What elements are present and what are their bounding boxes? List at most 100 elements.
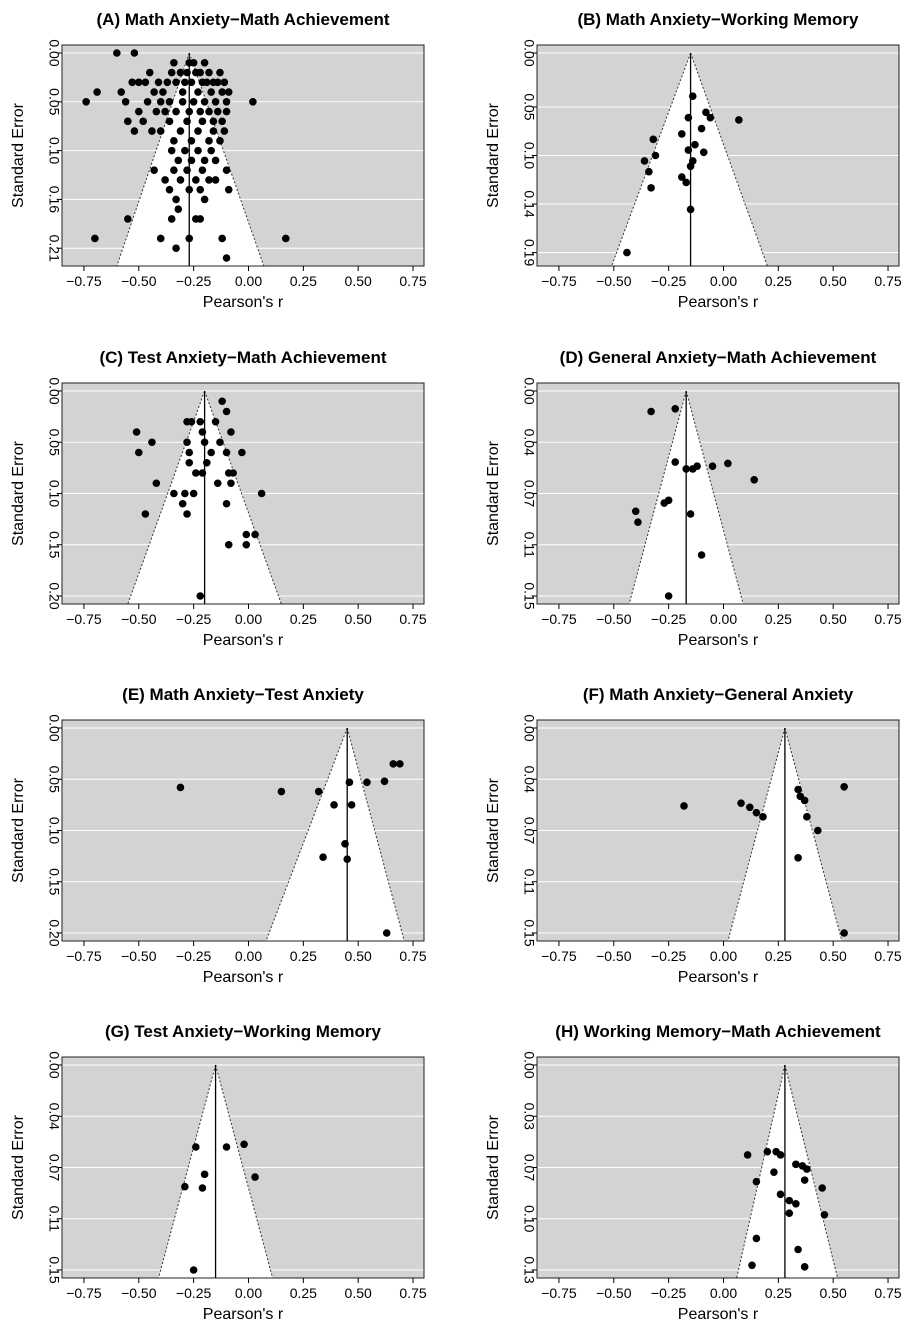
x-tick-label: −0.75: [541, 948, 577, 964]
data-point: [189, 489, 198, 498]
data-point: [240, 1140, 248, 1149]
funnel-edge-right: [784, 1064, 839, 1279]
x-tick-label: −0.50: [121, 611, 157, 627]
data-point: [200, 195, 209, 204]
data-point: [222, 254, 231, 262]
y-tick-label: 0.00: [46, 377, 62, 404]
data-point: [281, 234, 290, 243]
data-point: [181, 78, 189, 87]
x-tick-label: 0.00: [235, 1285, 262, 1301]
x-tick-label: 0.00: [235, 611, 262, 627]
x-tick-label: 0.50: [820, 1285, 847, 1301]
data-point: [170, 58, 178, 67]
x-tick-label: 0.00: [710, 611, 737, 627]
data-point: [686, 510, 695, 518]
data-point: [183, 166, 191, 174]
data-point: [185, 458, 194, 467]
data-point: [170, 489, 178, 498]
y-tick-label: 0.15: [46, 868, 62, 895]
x-axis-label: Pearson's r: [203, 632, 284, 649]
data-point: [341, 840, 349, 848]
funnel-edge-left: [727, 727, 786, 942]
data-point: [706, 113, 715, 122]
data-point: [176, 127, 185, 135]
data-point: [818, 1184, 827, 1192]
data-point: [631, 507, 640, 516]
data-point: [194, 127, 202, 135]
data-point: [684, 146, 693, 154]
funnel-plot-panel: −0.75 −0.50 −0.25 0.00 0.25 0.50 0.75 0.00 0.05 0…: [485, 10, 902, 311]
data-point: [814, 826, 822, 835]
y-axis-label: Standard Error: [485, 102, 502, 208]
x-tick-label: −0.25: [176, 948, 212, 964]
data-point: [205, 137, 213, 145]
funnel-plot-panel: −0.75 −0.50 −0.25 0.00 0.25 0.50 0.75 0.00 0.04 0…: [10, 1022, 427, 1321]
x-tick-label: −0.50: [596, 611, 632, 627]
data-point: [156, 234, 165, 243]
data-point: [209, 127, 218, 135]
x-tick-label: −0.50: [121, 948, 157, 964]
data-point: [251, 530, 259, 539]
data-point: [776, 1190, 785, 1199]
data-point: [161, 107, 169, 116]
data-point: [205, 176, 213, 184]
y-axis-label: Standard Error: [485, 1114, 502, 1220]
data-point: [792, 1160, 800, 1169]
x-tick-label: −0.50: [121, 1285, 157, 1301]
data-point: [216, 438, 224, 447]
data-point: [156, 127, 165, 135]
funnel-edge-left: [158, 1064, 217, 1279]
funnel-region: [266, 728, 405, 941]
data-point: [143, 98, 152, 106]
x-axis-label: Pearson's r: [678, 632, 759, 649]
x-tick-label: 0.25: [765, 948, 792, 964]
x-tick-label: 0.75: [399, 948, 426, 964]
data-point: [314, 787, 323, 796]
y-axis-label: Standard Error: [10, 102, 27, 208]
data-point: [647, 407, 655, 416]
data-point: [113, 49, 121, 57]
x-tick-label: 0.50: [345, 948, 372, 964]
y-tick-label: 0.04: [521, 766, 537, 793]
data-point: [224, 185, 233, 194]
x-axis-label: Pearson's r: [203, 969, 284, 986]
data-point: [343, 855, 352, 863]
panel-title: (C) Test Anxiety−Math Achievement: [99, 348, 386, 367]
data-point: [330, 801, 338, 809]
data-point: [678, 173, 686, 181]
panel-title: (E) Math Anxiety−Test Anxiety: [122, 685, 364, 704]
y-tick-label: 0.11: [521, 532, 537, 558]
data-point: [176, 176, 185, 184]
y-tick-label: 0.11: [46, 1206, 62, 1232]
y-tick-label: 0.07: [521, 480, 537, 507]
data-point: [697, 124, 706, 133]
data-point: [222, 407, 231, 416]
data-point: [150, 166, 158, 174]
data-point: [194, 88, 202, 96]
data-point: [200, 438, 209, 447]
y-axis-label: Standard Error: [10, 440, 27, 546]
data-point: [187, 417, 196, 426]
data-point: [664, 592, 673, 600]
y-tick-label: 0.15: [521, 582, 537, 609]
x-tick-label: 0.25: [290, 1285, 317, 1301]
data-point: [257, 489, 266, 498]
data-point: [187, 156, 196, 165]
data-point: [222, 499, 231, 508]
data-point: [203, 78, 211, 87]
data-point: [380, 777, 389, 786]
x-tick-label: −0.75: [541, 611, 577, 627]
data-point: [227, 479, 235, 488]
x-tick-label: −0.25: [651, 1285, 687, 1301]
data-point: [156, 98, 165, 106]
x-tick-label: −0.25: [651, 611, 687, 627]
data-point: [200, 1170, 209, 1179]
x-tick-label: −0.25: [176, 611, 212, 627]
data-point: [634, 518, 642, 526]
x-tick-label: 0.50: [345, 273, 372, 289]
data-point: [746, 803, 754, 812]
data-point: [185, 448, 194, 457]
x-tick-label: 0.75: [874, 1285, 901, 1301]
data-point: [196, 592, 205, 600]
data-point: [192, 469, 200, 477]
